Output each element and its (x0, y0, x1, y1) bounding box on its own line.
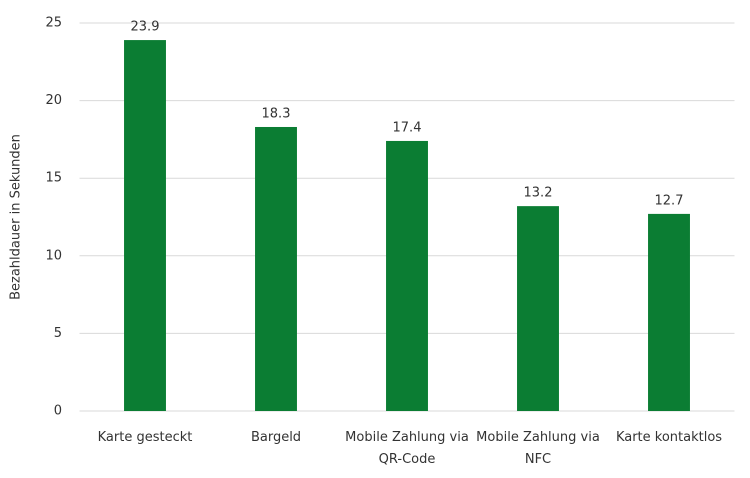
y-tick-label: 15 (45, 171, 62, 186)
data-label: 17.4 (393, 120, 422, 135)
bar (517, 206, 559, 411)
y-tick-label: 5 (54, 326, 62, 341)
y-tick-label: 25 (45, 16, 62, 31)
y-tick-label: 0 (54, 404, 62, 419)
bar (124, 40, 166, 412)
data-label: 12.7 (655, 193, 684, 208)
x-tick-label: Mobile Zahlung via NFC (476, 430, 600, 467)
bar (648, 213, 690, 411)
x-tick-label: Bargeld (250, 430, 302, 445)
bar (386, 140, 428, 411)
data-label: 23.9 (131, 20, 160, 35)
bar (255, 126, 297, 411)
data-label: 18.3 (262, 106, 291, 121)
y-tick-label: 20 (45, 93, 62, 108)
x-tick-label: Mobile Zahlung via QR-Code (345, 430, 469, 467)
y-tick-label: 10 (45, 248, 62, 263)
x-tick-label: Karte gesteckt (97, 430, 193, 445)
y-axis-title: Bezahldauer in Sekunden (9, 134, 24, 300)
x-tick-label: Karte kontaktlos (615, 430, 723, 445)
data-label: 13.2 (524, 186, 553, 201)
